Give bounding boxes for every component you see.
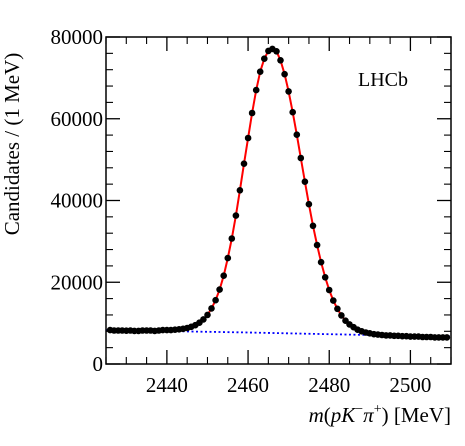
data-point (224, 254, 232, 262)
data-point (220, 272, 227, 280)
total-fit-line (110, 47, 447, 339)
x-tick-label: 2460 (227, 373, 269, 397)
y-tick-label: 60000 (51, 107, 104, 131)
axis-tick-labels: 2440 2460 2480 2500 0 20000 40000 60000 80000 (51, 25, 432, 397)
data-point (443, 334, 451, 341)
data-point (321, 274, 329, 281)
data-point (244, 134, 252, 142)
y-tick-label: 20000 (51, 270, 104, 294)
data-point (301, 178, 309, 185)
data-point (317, 258, 325, 266)
signal-fit-layer (110, 47, 447, 339)
data-point (252, 86, 260, 94)
y-tick-label: 0 (93, 352, 104, 376)
data-point (313, 241, 321, 249)
data-point (297, 154, 305, 162)
data-point (212, 296, 219, 304)
data-point (261, 55, 268, 62)
data-point (338, 312, 345, 319)
data-point (232, 212, 240, 219)
data-point (216, 286, 223, 293)
x-tick-label: 2480 (308, 373, 350, 397)
x-tick-label: 2440 (146, 373, 188, 397)
data-point (334, 305, 341, 313)
data-point (285, 88, 292, 95)
data-point (277, 57, 284, 64)
data-point (236, 187, 244, 194)
data-point (305, 200, 313, 208)
lhcb-label: LHCb (358, 69, 408, 91)
data-point (330, 297, 337, 304)
data-point (293, 131, 301, 138)
y-axis-title: Candidates / (1 MeV) (0, 53, 24, 236)
data-point (281, 70, 288, 78)
x-tick-label: 2500 (389, 373, 431, 397)
data-points-layer (106, 45, 451, 341)
data-point (228, 235, 236, 242)
data-point (309, 222, 317, 230)
y-tick-label: 80000 (51, 25, 104, 49)
data-point (325, 286, 333, 294)
data-point (200, 316, 207, 323)
data-point (204, 311, 211, 319)
y-tick-label: 40000 (51, 189, 104, 213)
axis-ticks (105, 36, 452, 365)
data-point (240, 160, 248, 167)
x-axis-title: m(pK−π+) [MeV] (309, 402, 451, 427)
data-point (289, 108, 297, 116)
data-point (256, 68, 264, 75)
data-point (273, 48, 280, 55)
data-point (248, 109, 256, 117)
data-point (208, 305, 215, 312)
